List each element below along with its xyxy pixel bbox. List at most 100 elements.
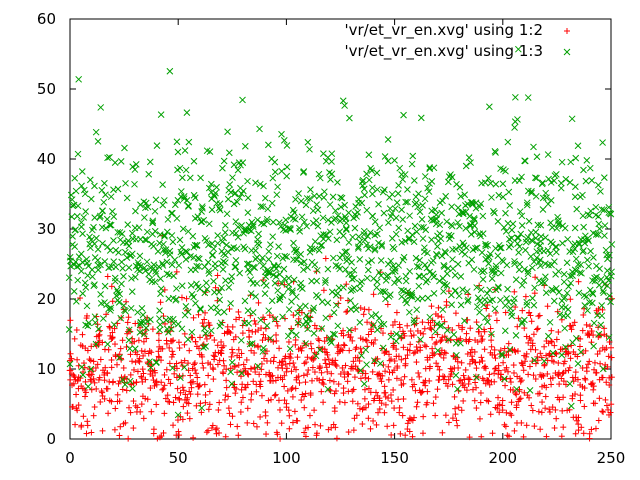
- series-1-point: [294, 354, 301, 361]
- series-2-point: [595, 213, 602, 220]
- series-1-point: [548, 338, 555, 345]
- series-1-point: [101, 377, 108, 384]
- series-2-point: [114, 185, 122, 193]
- series-1-point: [236, 314, 243, 321]
- series-2-point: [122, 307, 129, 315]
- series-1-point: [302, 390, 309, 397]
- series-2-point: [583, 293, 590, 300]
- series-2-point: [531, 356, 538, 364]
- series-2-point: [186, 174, 194, 182]
- series-1-point: [432, 412, 439, 419]
- series-2-point: [315, 170, 323, 178]
- series-1-point: [306, 412, 313, 419]
- series-1-point: [343, 281, 350, 288]
- series-2-point: [440, 288, 447, 295]
- series-1-point: [223, 377, 230, 384]
- series-1-point: [297, 345, 304, 352]
- series-2-point: [263, 215, 271, 223]
- series-2-point: [393, 199, 401, 206]
- series-1-point: [274, 322, 281, 329]
- series-2-point: [452, 245, 460, 253]
- series-2-point: [103, 301, 110, 309]
- series-1-point: [580, 430, 587, 437]
- series-1-point: [213, 430, 220, 437]
- series-1-point: [158, 379, 165, 386]
- series-2-point: [177, 374, 184, 382]
- series-2-point: [141, 236, 149, 243]
- series-2-point: [296, 303, 304, 311]
- series-1-point: [137, 324, 144, 331]
- series-1-point: [248, 396, 255, 403]
- series-2-point: [272, 265, 280, 273]
- series-1-point: [426, 377, 433, 384]
- series-1-point: [74, 407, 81, 414]
- series-2-point: [273, 191, 281, 199]
- series-2-point: [315, 192, 323, 200]
- series-2-point: [314, 222, 322, 230]
- series-1-point: [273, 331, 280, 338]
- series-2-point: [379, 287, 387, 295]
- series-2-point: [532, 234, 540, 242]
- series-1-point: [381, 409, 388, 416]
- series-2-point: [531, 174, 539, 182]
- series-2-point: [552, 171, 560, 178]
- series-2-point: [290, 276, 298, 284]
- series-2-point: [545, 261, 552, 269]
- series-2-point: [117, 158, 125, 165]
- series-2-point: [225, 149, 233, 157]
- series-1-point: [352, 363, 359, 370]
- series-2-point: [503, 261, 511, 269]
- series-1-point: [542, 405, 549, 412]
- series-2-point: [236, 269, 244, 277]
- series-1-point: [569, 322, 576, 329]
- series-1-point: [507, 375, 514, 382]
- series-2-point: [152, 359, 160, 367]
- series-1-point: [506, 433, 513, 440]
- series-2-point: [476, 308, 483, 316]
- series-1-point: [560, 394, 567, 401]
- series-2-point: [156, 326, 164, 334]
- series-1-point: [349, 337, 356, 344]
- series-1-point: [173, 374, 180, 381]
- series-1-point: [426, 354, 433, 361]
- series-2-point: [244, 209, 252, 216]
- series-1-point: [553, 415, 560, 422]
- series-1-point: [156, 434, 163, 441]
- series-1-point: [440, 354, 447, 361]
- series-2-point: [324, 299, 332, 307]
- series-2-point: [147, 316, 154, 324]
- series-1-point: [327, 387, 334, 394]
- series-2-point: [380, 209, 388, 217]
- series-1-point: [238, 386, 245, 393]
- series-1-point: [289, 393, 296, 400]
- series-2-point: [447, 232, 455, 240]
- series-2-point: [110, 237, 117, 244]
- series-2-point: [283, 163, 291, 171]
- series-1-point: [309, 354, 316, 361]
- series-2-point: [272, 273, 280, 280]
- series-2-point: [558, 158, 566, 166]
- series-2-point: [369, 184, 376, 192]
- series-1-point: [359, 421, 366, 428]
- series-2-point: [355, 199, 362, 207]
- series-2-point: [74, 150, 82, 158]
- series-2-point: [91, 182, 98, 190]
- series-1-point: [370, 340, 377, 347]
- series-2-point: [265, 268, 272, 276]
- series-2-point: [160, 246, 168, 254]
- legend-label-series-2: 'vr/et_vr_en.xvg' using 1:3: [345, 42, 543, 61]
- series-2-point: [162, 246, 170, 254]
- series-1-point: [131, 338, 138, 345]
- series-2-point: [575, 241, 583, 248]
- series-1-point: [247, 365, 254, 372]
- series-2-point: [442, 249, 450, 257]
- series-2-point: [168, 232, 176, 239]
- series-2-point: [165, 271, 173, 279]
- series-2-point: [287, 226, 294, 233]
- series-2-point: [605, 334, 613, 341]
- series-1-point: [376, 395, 383, 402]
- series-1-point: [233, 385, 240, 392]
- series-1-point: [501, 345, 508, 352]
- series-1-point: [176, 345, 183, 352]
- series-2-point: [232, 218, 240, 225]
